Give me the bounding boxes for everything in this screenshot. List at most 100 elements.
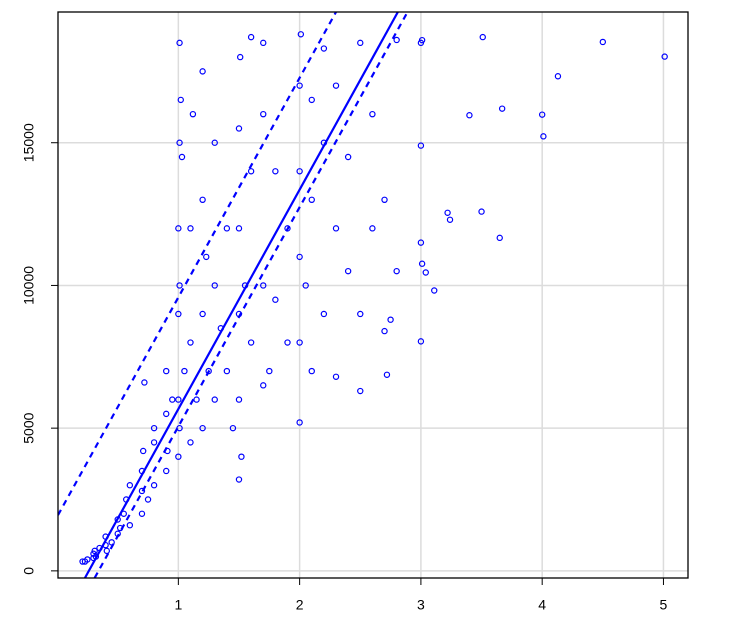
- point: [176, 39, 183, 47]
- point: [144, 496, 152, 503]
- point: [260, 110, 267, 118]
- point: [272, 168, 279, 175]
- point: [320, 310, 328, 318]
- point: [103, 547, 111, 555]
- point: [235, 225, 243, 232]
- point: [247, 339, 255, 346]
- y-tick-label: 15000: [21, 123, 37, 162]
- point: [383, 371, 391, 378]
- point: [554, 73, 562, 80]
- point: [150, 482, 158, 489]
- point: [211, 282, 218, 289]
- point: [272, 296, 279, 303]
- x-tick-label: 2: [296, 597, 304, 613]
- point: [422, 269, 429, 276]
- point: [199, 424, 206, 432]
- point: [296, 253, 303, 261]
- point: [150, 439, 158, 446]
- point: [417, 338, 425, 345]
- point: [357, 310, 364, 318]
- point: [84, 556, 91, 563]
- point: [498, 105, 506, 112]
- point: [332, 373, 340, 380]
- point: [302, 282, 309, 289]
- point: [478, 208, 485, 215]
- point: [393, 267, 400, 275]
- point: [177, 96, 184, 104]
- point: [296, 339, 303, 346]
- point: [431, 287, 438, 294]
- point: [141, 379, 148, 386]
- point: [260, 382, 267, 389]
- point: [223, 367, 231, 375]
- point: [247, 33, 255, 41]
- point: [296, 168, 303, 175]
- point: [308, 196, 315, 204]
- point: [308, 367, 315, 375]
- point: [284, 339, 291, 346]
- x-tick-label: 1: [174, 597, 182, 613]
- point: [357, 39, 364, 47]
- point: [176, 282, 183, 289]
- point: [296, 82, 303, 89]
- point: [332, 225, 340, 232]
- point: [661, 53, 668, 60]
- point: [332, 82, 340, 89]
- y-tick-label: 0: [21, 567, 37, 575]
- point: [211, 396, 218, 403]
- point: [466, 112, 473, 119]
- point: [163, 467, 170, 475]
- point: [91, 547, 98, 555]
- x-tick-label: 3: [417, 597, 425, 613]
- point: [538, 111, 546, 118]
- point: [369, 225, 376, 232]
- x-tick-label: 4: [538, 597, 546, 613]
- point: [599, 38, 607, 46]
- point: [237, 53, 244, 61]
- point: [169, 396, 176, 403]
- point: [418, 36, 426, 44]
- point: [235, 125, 243, 132]
- point: [418, 260, 426, 267]
- point: [479, 33, 486, 41]
- point: [199, 68, 206, 75]
- point: [139, 447, 147, 455]
- point: [320, 45, 328, 52]
- point: [308, 96, 315, 104]
- point: [126, 521, 134, 529]
- point: [126, 482, 134, 489]
- y-tick-label: 5000: [21, 412, 37, 443]
- point: [344, 153, 352, 161]
- point: [540, 133, 547, 140]
- point: [235, 476, 243, 483]
- point: [175, 310, 182, 318]
- point: [176, 139, 183, 146]
- point: [163, 410, 170, 418]
- point: [193, 396, 200, 403]
- point: [175, 396, 182, 403]
- point: [211, 139, 218, 146]
- point: [235, 396, 243, 403]
- point: [138, 487, 146, 495]
- point: [199, 196, 206, 204]
- point: [266, 367, 273, 375]
- x-tick-label: 5: [660, 597, 668, 613]
- y-tick-label: 10000: [21, 266, 37, 305]
- point: [357, 387, 364, 395]
- fit-line: [58, 12, 337, 516]
- point: [223, 225, 231, 232]
- point: [238, 453, 245, 460]
- plot-area: [58, 12, 668, 578]
- point: [260, 282, 267, 289]
- point: [393, 36, 400, 44]
- point: [297, 31, 305, 38]
- point: [199, 310, 206, 318]
- point: [417, 239, 425, 246]
- point: [496, 234, 503, 242]
- point: [178, 153, 186, 161]
- point: [163, 367, 170, 375]
- point: [189, 110, 197, 118]
- fit-line: [93, 12, 409, 578]
